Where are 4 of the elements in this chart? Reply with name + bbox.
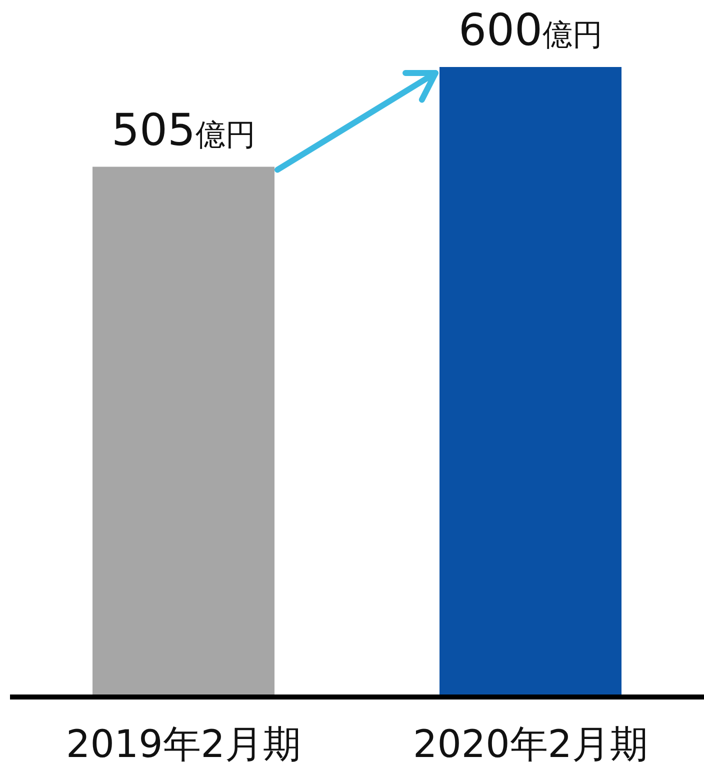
- data-label: 505億円: [112, 104, 256, 156]
- data-label: 600億円: [458, 5, 602, 56]
- x-tick-label: 2020年2月期: [413, 722, 648, 762]
- x-tick-label: 2019年2月期: [66, 722, 301, 762]
